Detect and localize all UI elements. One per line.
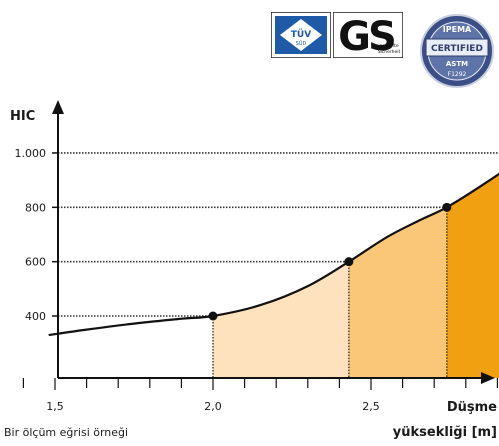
- gs-logo-text: GS: [338, 14, 394, 58]
- gs-logo: GS geprüfte Sicherheit: [333, 12, 403, 58]
- ipema-mid-text: ASTM: [446, 60, 468, 68]
- tuv-logo-sub: SÜD: [296, 40, 307, 47]
- x-axis-arrow: [481, 372, 495, 384]
- y-tick-label: 800: [25, 201, 46, 214]
- shaded-regions: [213, 173, 499, 378]
- x-axis-ticks: 1,52,02,53,0: [22, 378, 498, 413]
- guide-lines: [58, 152, 499, 378]
- ipema-certified-seal: IPEMA CERTIFIED ASTM F1292: [420, 14, 494, 88]
- shaded-region: [348, 207, 447, 378]
- data-point: [344, 257, 354, 267]
- data-points: [208, 202, 452, 321]
- ipema-bottom-text: F1292: [448, 71, 467, 78]
- data-point: [208, 311, 218, 321]
- y-tick-label: 400: [25, 310, 46, 323]
- x-axis-title-line2: yüksekliği [m]: [393, 425, 497, 440]
- x-tick-label: 2,0: [204, 400, 222, 413]
- chart-caption: Bir ölçüm eğrisi örneği: [4, 426, 129, 439]
- tuv-sud-logo: TÜV SÜD: [271, 12, 331, 58]
- shaded-region: [213, 261, 349, 378]
- y-axis-ticks: 400 600 800 1.000: [15, 147, 58, 323]
- data-point: [442, 202, 452, 212]
- y-axis-arrow: [52, 100, 64, 114]
- x-tick-label: 2,5: [362, 400, 380, 413]
- tuv-logo-text: TÜV: [291, 29, 311, 40]
- x-tick-label: 1,5: [46, 400, 64, 413]
- ipema-top-text: IPEMA: [443, 25, 472, 34]
- ipema-main-text: CERTIFIED: [431, 44, 483, 54]
- axes: [52, 100, 495, 384]
- gs-logo-sub2: Sicherheit: [378, 49, 401, 55]
- shaded-region: [446, 173, 499, 378]
- y-tick-label: 600: [25, 256, 46, 269]
- x-axis-title-line1: Düşme: [447, 400, 497, 415]
- y-tick-label: 1.000: [15, 147, 47, 160]
- gs-logo-sub1: geprüfte: [379, 43, 398, 49]
- y-axis-title: HIC: [10, 109, 35, 124]
